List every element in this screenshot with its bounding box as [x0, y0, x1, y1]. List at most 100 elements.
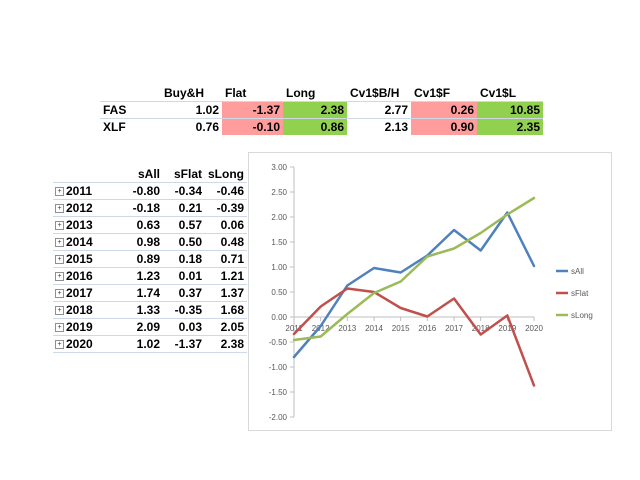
pivot-cell: 0.71	[205, 250, 247, 268]
summary-table: Buy&H Flat Long Cv1$B/H Cv1$F Cv1$L FAS …	[100, 85, 543, 135]
summary-header-buyh: Buy&H	[161, 85, 222, 102]
summary-cell: 1.02	[161, 101, 222, 119]
x-tick-label: 2012	[312, 324, 330, 333]
legend-label-sflat: sFlat	[571, 289, 589, 298]
y-tick-label: 2.50	[271, 188, 287, 197]
pivot-header-sflat: sFlat	[173, 167, 202, 181]
pivot-header-row: sAll sFlat sLong	[53, 166, 247, 183]
pivot-cell: -0.18	[119, 199, 163, 217]
expand-plus-icon[interactable]: +	[55, 221, 64, 231]
summary-cell: 0.26	[411, 101, 477, 119]
pivot-cell: 0.63	[119, 216, 163, 234]
pivot-row: +2015 0.89 0.18 0.71	[53, 250, 247, 268]
pivot-row: +2011 -0.80 -0.34 -0.46	[53, 182, 247, 200]
expand-plus-icon[interactable]: +	[55, 289, 64, 299]
pivot-row: +2012 -0.18 0.21 -0.39	[53, 199, 247, 217]
pivot-cell: 1.74	[119, 284, 163, 302]
expand-plus-icon[interactable]: +	[55, 272, 64, 282]
expand-plus-icon[interactable]: +	[55, 255, 64, 265]
pivot-year-label: 2020	[66, 337, 93, 351]
pivot-year-label: 2018	[66, 303, 93, 317]
pivot-cell: 1.33	[119, 301, 163, 319]
pivot-header-sall: sAll	[137, 167, 160, 181]
summary-header-long: Long	[283, 85, 347, 102]
pivot-row-header[interactable]: +2015	[53, 250, 119, 268]
pivot-row: +2014 0.98 0.50 0.48	[53, 233, 247, 251]
pivot-row-header[interactable]: +2018	[53, 301, 119, 319]
summary-header-flat: Flat	[222, 85, 283, 102]
summary-cell: -1.37	[222, 101, 283, 119]
summary-row-label: XLF	[100, 118, 161, 135]
y-tick-label: 0.00	[271, 313, 287, 322]
summary-cell: 2.13	[347, 118, 411, 135]
x-tick-label: 2014	[365, 324, 383, 333]
pivot-row-header[interactable]: +2016	[53, 267, 119, 285]
pivot-cell: 0.37	[163, 284, 205, 302]
series-line-slong	[292, 196, 536, 342]
x-tick-label: 2013	[338, 324, 356, 333]
series-line-sall	[292, 211, 536, 359]
pivot-table: sAll sFlat sLong +2011 -0.80 -0.34 -0.46 +20…	[53, 166, 247, 353]
summary-cell: 0.86	[283, 118, 347, 135]
pivot-cell: -1.37	[163, 335, 205, 353]
pivot-row-header[interactable]: +2019	[53, 318, 119, 336]
pivot-row-header[interactable]: +2020	[53, 335, 119, 353]
summary-header-cv1l: Cv1$L	[477, 85, 543, 102]
summary-row-fas: FAS 1.02 -1.37 2.38 2.77 0.26 10.85	[100, 101, 543, 119]
pivot-year-label: 2019	[66, 320, 93, 334]
pivot-cell: 0.57	[163, 216, 205, 234]
pivot-row-header[interactable]: +2012	[53, 199, 119, 217]
y-tick-label: -2.00	[269, 413, 288, 422]
pivot-year-label: 2015	[66, 252, 93, 266]
x-tick-label: 2015	[392, 324, 410, 333]
pivot-cell: 0.06	[205, 216, 247, 234]
summary-cell: 0.90	[411, 118, 477, 135]
expand-plus-icon[interactable]: +	[55, 323, 64, 333]
pivot-cell: -0.46	[205, 182, 247, 200]
pivot-cell: 0.50	[163, 233, 205, 251]
pivot-cell: -0.34	[163, 182, 205, 200]
expand-plus-icon[interactable]: +	[55, 340, 64, 350]
y-tick-label: -1.50	[269, 388, 288, 397]
pivot-cell: 1.37	[205, 284, 247, 302]
pivot-row: +2013 0.63 0.57 0.06	[53, 216, 247, 234]
pivot-row-header[interactable]: +2013	[53, 216, 119, 234]
pivot-cell: 0.98	[119, 233, 163, 251]
pivot-year-label: 2016	[66, 269, 93, 283]
y-tick-label: 2.00	[271, 213, 287, 222]
summary-header-cv1bh: Cv1$B/H	[347, 85, 411, 102]
summary-cell: 10.85	[477, 101, 543, 119]
pivot-cell: 1.23	[119, 267, 163, 285]
pivot-row-header[interactable]: +2014	[53, 233, 119, 251]
expand-plus-icon[interactable]: +	[55, 187, 64, 197]
expand-plus-icon[interactable]: +	[55, 238, 64, 248]
pivot-year-label: 2017	[66, 286, 93, 300]
x-tick-label: 2019	[498, 324, 516, 333]
y-tick-label: 1.50	[271, 238, 287, 247]
summary-cell: 2.35	[477, 118, 543, 135]
summary-cell: 2.77	[347, 101, 411, 119]
pivot-year-label: 2014	[66, 235, 93, 249]
pivot-row-header[interactable]: +2017	[53, 284, 119, 302]
pivot-cell: -0.80	[119, 182, 163, 200]
pivot-year-label: 2013	[66, 218, 93, 232]
expand-plus-icon[interactable]: +	[55, 204, 64, 214]
pivot-cell: 2.38	[205, 335, 247, 353]
pivot-cell: 0.21	[163, 199, 205, 217]
pivot-cell: 0.89	[119, 250, 163, 268]
summary-cell: 0.76	[161, 118, 222, 135]
x-tick-label: 2017	[445, 324, 463, 333]
pivot-cell: -0.39	[205, 199, 247, 217]
x-tick-label: 2011	[285, 324, 303, 333]
expand-plus-icon[interactable]: +	[55, 306, 64, 316]
pivot-cell: 1.02	[119, 335, 163, 353]
pivot-row: +2020 1.02 -1.37 2.38	[53, 335, 247, 353]
pivot-row: +2017 1.74 0.37 1.37	[53, 284, 247, 302]
pivot-row: +2018 1.33 -0.35 1.68	[53, 301, 247, 319]
pivot-year-label: 2012	[66, 201, 93, 215]
pivot-cell: 0.03	[163, 318, 205, 336]
pivot-cell: 1.68	[205, 301, 247, 319]
pivot-cell: 0.18	[163, 250, 205, 268]
pivot-row-header[interactable]: +2011	[53, 182, 119, 200]
y-tick-label: 1.00	[271, 263, 287, 272]
